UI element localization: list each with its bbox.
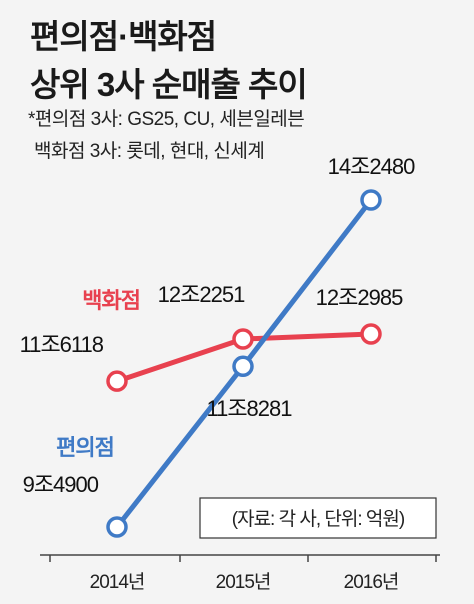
data-label: 11조6118	[20, 332, 104, 357]
series-department-store: 11조6118 12조2251 12조2985 백화점	[20, 282, 404, 392]
series-convenience-store: 9조4900 11조8281 14조2480 편의점	[23, 154, 416, 538]
series-name-label: 백화점	[82, 288, 140, 313]
data-point	[360, 189, 382, 211]
title-line-1: 편의점·백화점	[30, 18, 217, 55]
series-name-label: 편의점	[56, 435, 114, 460]
series-layer: 11조6118 12조2251 12조2985 백화점 9조4900 11조8281 14조…	[20, 154, 416, 538]
x-tick-label: 2015년	[216, 571, 271, 593]
note-convenience-stores: *편의점 3사: GS25, CU, 세븐일레븐	[28, 109, 305, 130]
note-department-stores: 백화점 3사: 롯데, 현대, 신세계	[34, 141, 265, 162]
data-label: 12조2251	[158, 282, 245, 307]
title-line-2: 상위 3사 순매출 추이	[30, 66, 308, 103]
source-box: (자료: 각 사, 단위: 억원)	[199, 497, 437, 539]
data-point	[232, 355, 254, 378]
data-point	[106, 516, 128, 538]
data-point	[232, 328, 254, 350]
x-axis: 2014년 2015년 2016년	[40, 554, 440, 593]
data-label: 9조4900	[23, 472, 99, 497]
data-point	[106, 370, 128, 392]
data-label: 12조2985	[316, 285, 403, 310]
source-text: (자료: 각 사, 단위: 억원)	[232, 508, 405, 530]
x-tick-label: 2014년	[90, 571, 145, 593]
data-point	[360, 323, 382, 345]
x-tick-label: 2016년	[344, 571, 399, 593]
data-label: 11조8281	[206, 396, 292, 421]
data-label: 14조2480	[328, 154, 415, 179]
